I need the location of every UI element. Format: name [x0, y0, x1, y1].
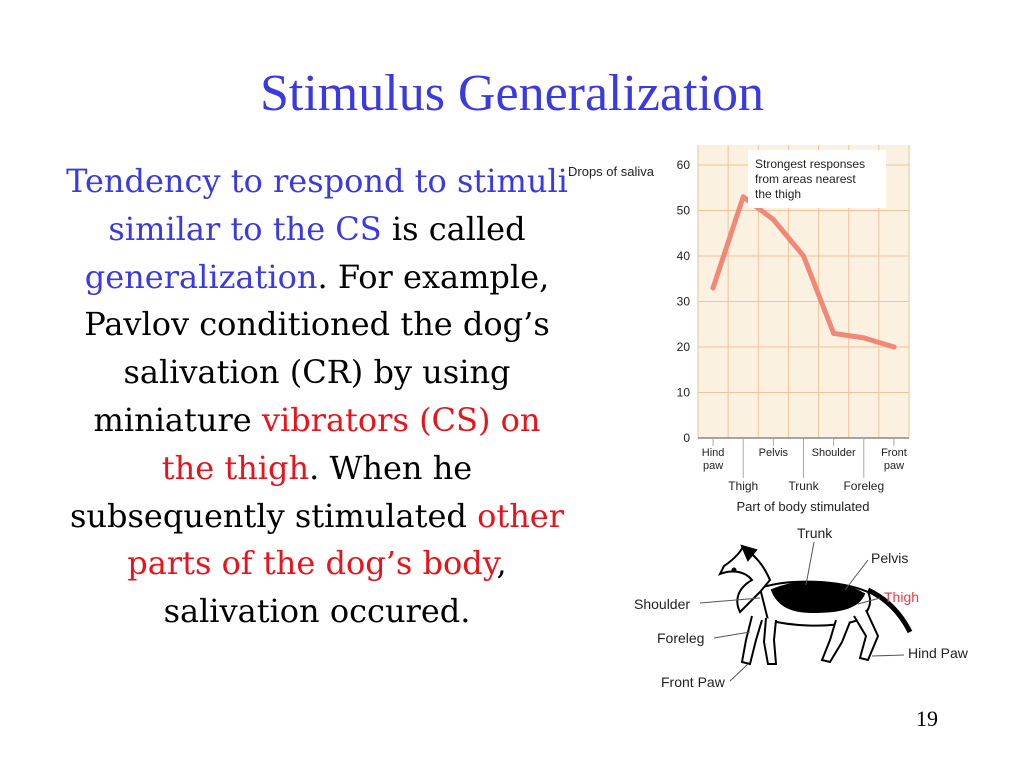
label-shoulder: Shoulder — [634, 596, 690, 612]
annotation-text: Strongest responses — [755, 157, 865, 171]
slide-title: Stimulus Generalization — [259, 65, 764, 122]
dog-hindleg-right — [853, 609, 880, 662]
data-point — [891, 344, 897, 350]
label-thigh: Thigh — [884, 589, 919, 605]
dog-ear — [740, 544, 758, 562]
data-point — [710, 285, 716, 291]
label-trunk: Trunk — [797, 525, 833, 541]
leader-pelvis — [844, 559, 869, 591]
data-point — [831, 330, 837, 336]
label-front-paw: Front Paw — [661, 674, 726, 690]
x-tick-label: Shoulder — [812, 447, 856, 459]
annotation-box — [748, 150, 886, 208]
phrase-pavlov: . For example, Pavlov conditioned the do… — [84, 257, 550, 439]
label-foreleg: Foreleg — [657, 630, 704, 646]
x-axis-label: Part of body stimulated — [737, 499, 870, 514]
data-point — [770, 217, 776, 223]
y-tick-label: 0 — [683, 431, 690, 445]
leader-foreleg — [713, 631, 751, 639]
dog-eye — [731, 567, 737, 573]
label-hind-paw: Hind Paw — [908, 645, 969, 661]
leader-hind-paw — [871, 654, 905, 657]
y-tick-label: 20 — [677, 340, 691, 354]
phrase-salivation: , salivation occured. — [163, 544, 507, 631]
phrase-when: . When he subsequently stimulated — [69, 448, 478, 535]
phrase-tendency: Tendency to respond to stimuli similar t… — [66, 162, 568, 248]
dog-leader-lines — [699, 541, 905, 682]
phrase-vibrators: vibrators (CS) on the thigh — [161, 400, 541, 487]
leader-front-paw — [729, 663, 749, 682]
data-point — [861, 335, 867, 341]
dog-diagram: Trunk Pelvis Thigh Shoulder Foreleg Hind… — [634, 525, 969, 690]
phrase-other-parts: other parts of the dog’s body — [127, 496, 565, 583]
dog-illustration — [717, 544, 913, 666]
y-tick-label: 10 — [677, 386, 691, 400]
y-tick-label: 60 — [677, 158, 691, 172]
dog-head — [717, 545, 772, 614]
data-point — [740, 194, 746, 200]
phrase-generalization: generalization — [84, 257, 318, 296]
leader-shoulder — [699, 597, 761, 604]
dog-tail — [866, 587, 913, 634]
slide-number: 19 — [916, 706, 938, 731]
y-tick-label: 50 — [677, 204, 691, 218]
x-tick-label: Hind — [702, 447, 725, 459]
leader-trunk — [805, 541, 815, 586]
x-tick-label: Front — [881, 447, 907, 459]
y-tick-label: 30 — [677, 295, 691, 309]
body-paragraph: Tendency to respond to stimuli similar t… — [64, 158, 570, 636]
label-pelvis: Pelvis — [871, 550, 908, 566]
dog-foreleg-right — [762, 617, 778, 665]
dog-foreleg-left — [740, 615, 763, 666]
x-tick-label: Thigh — [728, 479, 758, 493]
phrase-is-called: is called — [381, 209, 526, 248]
x-tick-label: paw — [884, 460, 904, 472]
x-tick-label: Foreleg — [843, 479, 884, 493]
y-axis-label: Drops of saliva — [568, 164, 655, 179]
dog-saddle — [770, 581, 866, 614]
x-tick-label: Pelvis — [759, 447, 789, 459]
leader-thigh — [857, 597, 881, 605]
annotation-text: from areas nearest — [755, 172, 856, 186]
data-point — [801, 253, 806, 259]
x-tick-label: Trunk — [788, 479, 819, 493]
x-tick-label: paw — [703, 460, 723, 472]
dog-hindleg-left — [820, 619, 851, 664]
annotation-text: the thigh — [755, 187, 801, 201]
y-tick-label: 40 — [677, 249, 691, 263]
